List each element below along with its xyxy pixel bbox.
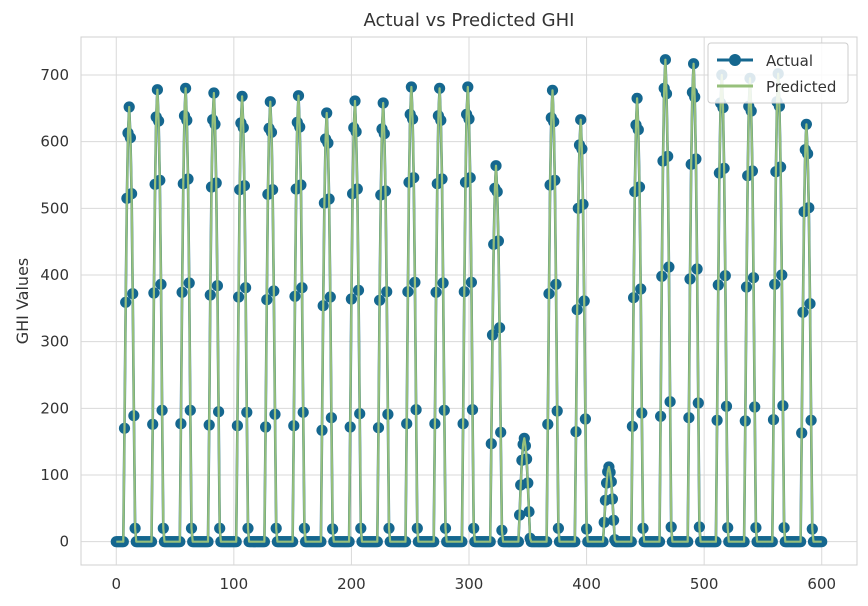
y-tick-label: 100 bbox=[40, 466, 69, 484]
y-axis-label: GHI Values bbox=[13, 258, 32, 345]
chart-title: Actual vs Predicted GHI bbox=[364, 10, 575, 31]
series-predicted bbox=[116, 58, 822, 543]
x-tick-label: 600 bbox=[807, 575, 836, 593]
y-tick-label: 500 bbox=[40, 199, 69, 217]
y-tick-label: 400 bbox=[40, 266, 69, 284]
y-tick-label: 0 bbox=[59, 533, 69, 551]
x-tick-label: 300 bbox=[455, 575, 484, 593]
x-tick-label: 500 bbox=[690, 575, 719, 593]
x-tick-label: 200 bbox=[337, 575, 366, 593]
x-tick-label: 100 bbox=[220, 575, 249, 593]
legend-predicted-label: Predicted bbox=[766, 78, 836, 96]
legend-box bbox=[707, 42, 849, 104]
predicted-line bbox=[116, 58, 822, 543]
y-tick-label: 300 bbox=[40, 333, 69, 351]
y-tick-label: 600 bbox=[40, 133, 69, 151]
legend: Actual Predicted bbox=[707, 42, 849, 104]
y-axis-ticks: 0 100 200 300 400 500 600 700 bbox=[40, 66, 69, 551]
x-tick-label: 0 bbox=[111, 575, 121, 593]
x-tick-label: 400 bbox=[572, 575, 601, 593]
y-tick-label: 200 bbox=[40, 399, 69, 417]
legend-actual-label: Actual bbox=[766, 52, 813, 70]
y-tick-label: 700 bbox=[40, 66, 69, 84]
x-axis-ticks: 0 100 200 300 400 500 600 bbox=[111, 575, 836, 593]
legend-actual-marker bbox=[729, 54, 741, 66]
actual-point bbox=[816, 536, 828, 548]
